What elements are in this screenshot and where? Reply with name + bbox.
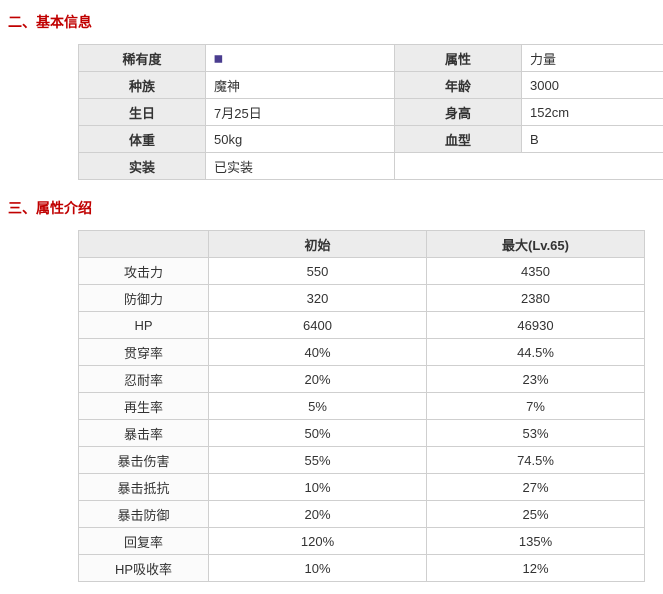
value-blood: B (522, 126, 663, 153)
stat-max-cell: 74.5% (427, 447, 645, 474)
stats-row: 暴击抵抗10%27% (79, 474, 645, 501)
stat-name-cell: 贯穿率 (79, 339, 209, 366)
stats-table: 初始 最大(Lv.65) 攻击力5504350防御力3202380HP64004… (78, 230, 645, 582)
stats-row: 回复率120%135% (79, 528, 645, 555)
value-attribute: 力量 (522, 45, 663, 72)
stats-row: 暴击防御20%25% (79, 501, 645, 528)
label-height: 身高 (395, 99, 522, 126)
stat-max-cell: 4350 (427, 258, 645, 285)
stat-name-cell: HP吸收率 (79, 555, 209, 582)
stats-row: HP640046930 (79, 312, 645, 339)
stat-max-cell: 46930 (427, 312, 645, 339)
stat-max-cell: 27% (427, 474, 645, 501)
stat-name-cell: 攻击力 (79, 258, 209, 285)
info-row-rarity: 稀有度 ◆ 属性 力量 (79, 45, 663, 72)
value-race: 魔神 (206, 72, 395, 99)
stat-name-cell: 暴击防御 (79, 501, 209, 528)
stats-header-name (79, 231, 209, 258)
label-rarity: 稀有度 (79, 45, 206, 72)
stat-initial-cell: 550 (209, 258, 427, 285)
stat-max-cell: 53% (427, 420, 645, 447)
label-age: 年龄 (395, 72, 522, 99)
section-heading-basic: 二、基本信息 (8, 12, 655, 32)
info-row-implemented: 实装 已实装 (79, 153, 663, 180)
stats-row: 贯穿率40%44.5% (79, 339, 645, 366)
stat-max-cell: 12% (427, 555, 645, 582)
stats-header-row: 初始 最大(Lv.65) (79, 231, 645, 258)
stat-max-cell: 44.5% (427, 339, 645, 366)
stat-name-cell: 暴击率 (79, 420, 209, 447)
stat-max-cell: 135% (427, 528, 645, 555)
stat-initial-cell: 55% (209, 447, 427, 474)
stat-initial-cell: 40% (209, 339, 427, 366)
stats-row: 忍耐率20%23% (79, 366, 645, 393)
stat-name-cell: 防御力 (79, 285, 209, 312)
stat-name-cell: 再生率 (79, 393, 209, 420)
section-heading-stats: 三、属性介绍 (8, 198, 655, 218)
value-height: 152cm (522, 99, 663, 126)
stat-initial-cell: 20% (209, 501, 427, 528)
stat-initial-cell: 10% (209, 474, 427, 501)
info-row-birthday: 生日 7月25日 身高 152cm (79, 99, 663, 126)
label-implemented: 实装 (79, 153, 206, 180)
stat-initial-cell: 50% (209, 420, 427, 447)
label-birthday: 生日 (79, 99, 206, 126)
stat-max-cell: 7% (427, 393, 645, 420)
empty-cell (395, 153, 663, 180)
basic-info-table-wrap: 稀有度 ◆ 属性 力量 种族 魔神 年龄 3000 生日 7月25日 身高 15… (78, 44, 645, 180)
value-weight: 50kg (206, 126, 395, 153)
value-age: 3000 (522, 72, 663, 99)
stat-initial-cell: 10% (209, 555, 427, 582)
rarity-gem-icon: ◆ (211, 49, 229, 67)
stat-initial-cell: 5% (209, 393, 427, 420)
stats-row: HP吸收率10%12% (79, 555, 645, 582)
stat-name-cell: 回复率 (79, 528, 209, 555)
stat-initial-cell: 6400 (209, 312, 427, 339)
info-row-race: 种族 魔神 年龄 3000 (79, 72, 663, 99)
stat-name-cell: HP (79, 312, 209, 339)
stat-name-cell: 暴击抵抗 (79, 474, 209, 501)
stat-initial-cell: 120% (209, 528, 427, 555)
basic-info-table: 稀有度 ◆ 属性 力量 种族 魔神 年龄 3000 生日 7月25日 身高 15… (78, 44, 663, 180)
stats-header-initial: 初始 (209, 231, 427, 258)
stats-table-wrap: 初始 最大(Lv.65) 攻击力5504350防御力3202380HP64004… (78, 230, 645, 582)
stats-row: 暴击伤害55%74.5% (79, 447, 645, 474)
value-rarity: ◆ (206, 45, 395, 72)
stats-row: 防御力3202380 (79, 285, 645, 312)
stat-name-cell: 暴击伤害 (79, 447, 209, 474)
stats-row: 再生率5%7% (79, 393, 645, 420)
label-blood: 血型 (395, 126, 522, 153)
label-weight: 体重 (79, 126, 206, 153)
stat-max-cell: 2380 (427, 285, 645, 312)
info-row-weight: 体重 50kg 血型 B (79, 126, 663, 153)
stat-name-cell: 忍耐率 (79, 366, 209, 393)
label-attribute: 属性 (395, 45, 522, 72)
stat-initial-cell: 20% (209, 366, 427, 393)
stats-row: 攻击力5504350 (79, 258, 645, 285)
value-implemented: 已实装 (206, 153, 395, 180)
stat-max-cell: 25% (427, 501, 645, 528)
stats-header-max: 最大(Lv.65) (427, 231, 645, 258)
value-birthday: 7月25日 (206, 99, 395, 126)
label-race: 种族 (79, 72, 206, 99)
stat-initial-cell: 320 (209, 285, 427, 312)
stats-row: 暴击率50%53% (79, 420, 645, 447)
stat-max-cell: 23% (427, 366, 645, 393)
